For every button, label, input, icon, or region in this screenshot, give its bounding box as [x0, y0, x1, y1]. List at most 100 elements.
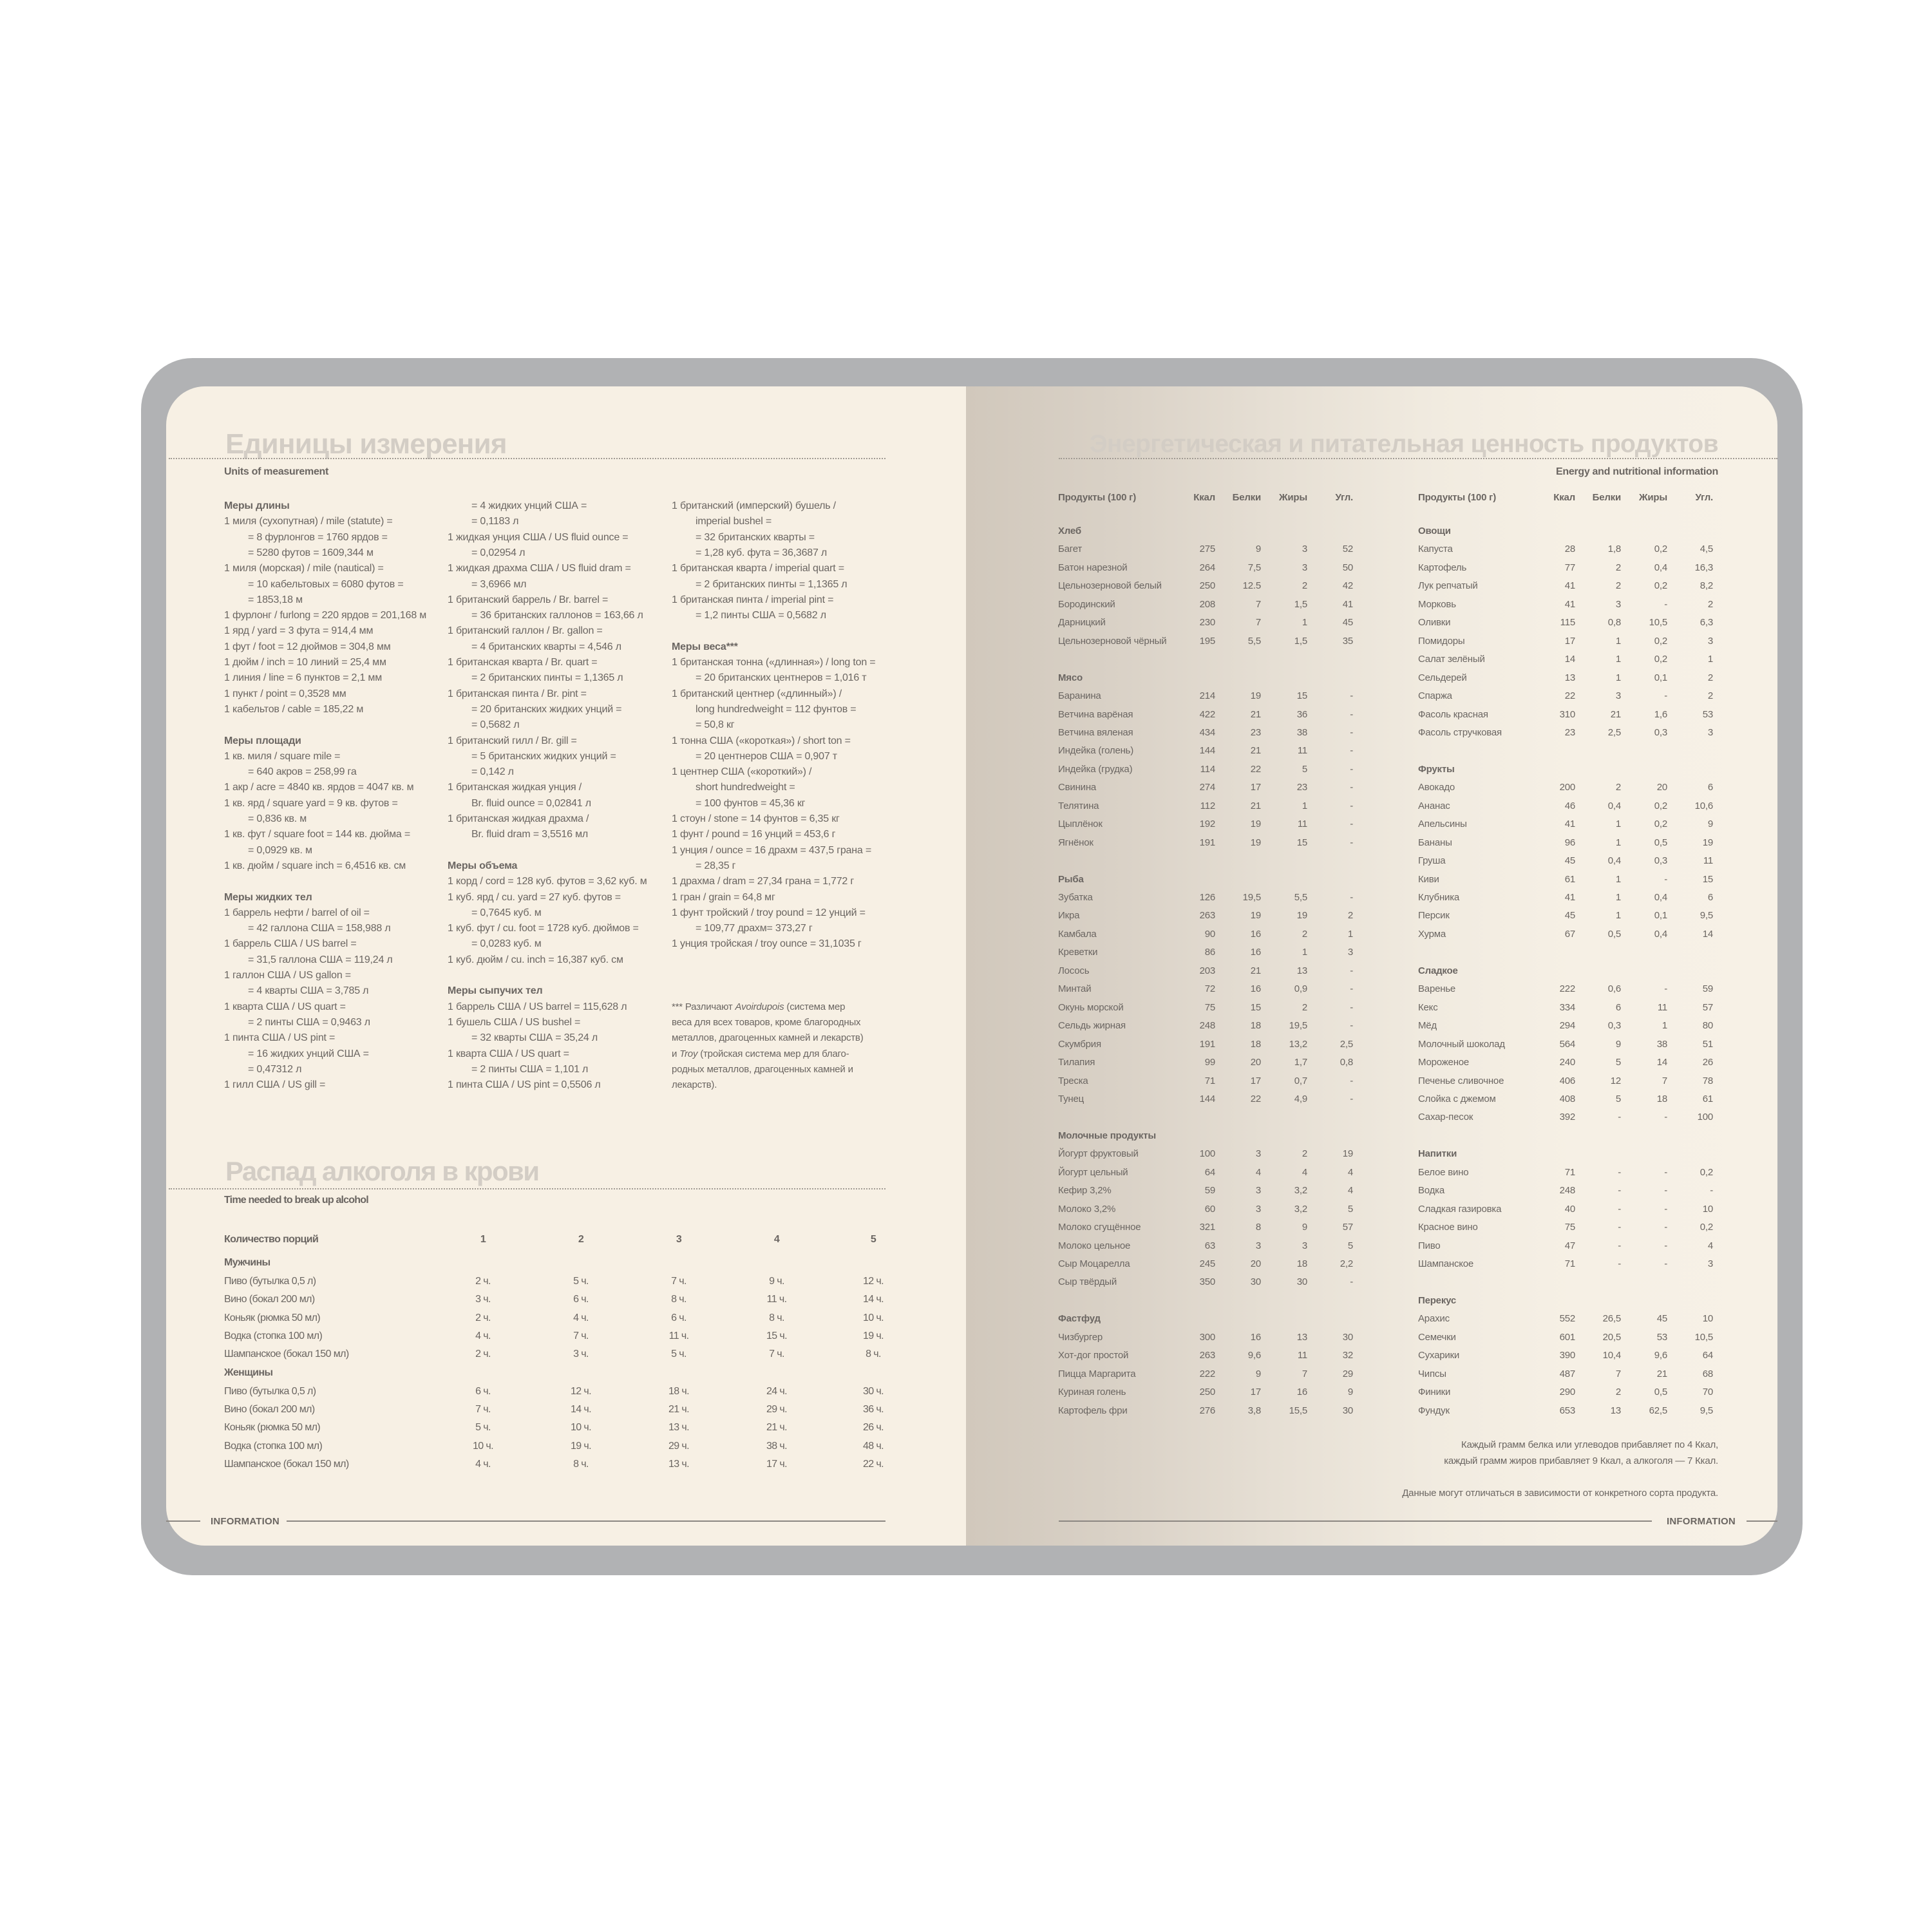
- conversion-line: 1 жидкая унция США / US fluid ounce =: [448, 531, 629, 543]
- conversion-line: 1 кварта США / US quart =: [448, 1048, 569, 1059]
- conversion-line: = 1853,18 м: [248, 594, 303, 605]
- alcohol-group-heading: Мужчины: [224, 1257, 270, 1268]
- nutrition-divider: [1059, 458, 1777, 459]
- food-value-carbs: 26: [1702, 1057, 1713, 1068]
- conversion-line: = 2 британских пинты = 1,1365 л: [696, 578, 848, 590]
- food-value-carbs: 2: [1707, 690, 1713, 702]
- food-value-fat: -: [1664, 1112, 1667, 1123]
- food-name: Молоко 3,2%: [1058, 1203, 1116, 1215]
- food-value-protein: 18: [1250, 1020, 1261, 1032]
- food-value-fat: 36: [1296, 708, 1307, 720]
- food-value-protein: 2: [1615, 580, 1621, 592]
- conversion-line: = 4 кварты США = 3,785 л: [248, 985, 369, 997]
- conversion-line: = 109,77 драхм= 373,27 г: [696, 923, 813, 934]
- food-value-fat: 11: [1297, 745, 1307, 757]
- food-value-fat: 0,4: [1654, 562, 1667, 573]
- food-value-fat: 0,2: [1654, 654, 1667, 665]
- food-value-fat: -: [1664, 983, 1667, 995]
- conversion-line: 1 жидкая драхма США / US fluid dram =: [448, 563, 631, 574]
- alcohol-drink-label: Пиво (бутылка 0,5 л): [224, 1275, 316, 1287]
- nutrition-subtitle: Energy and nutritional information: [1555, 466, 1718, 477]
- food-group-heading: Фрукты: [1418, 763, 1455, 775]
- food-name: Баранина: [1058, 690, 1101, 702]
- conversion-line: 1 унция тройская / troy ounce = 31,1035 …: [672, 938, 862, 950]
- conversion-line: 1 британская тонна («длинная») / long to…: [672, 657, 876, 668]
- food-value-kcal: 14: [1564, 654, 1575, 665]
- alcohol-hours-cell: 7 ч.: [671, 1275, 687, 1287]
- nutrition-title: Энергетическая и питательная ценность пр…: [1089, 430, 1719, 458]
- alcohol-hours-cell: 22 ч.: [862, 1459, 884, 1470]
- food-value-protein: 3: [1255, 1148, 1261, 1160]
- nutrition-note-1: Каждый грамм белка или углеводов прибавл…: [1461, 1439, 1718, 1450]
- food-name: Груша: [1418, 855, 1446, 867]
- conversion-line: 1 фут / foot = 12 дюймов = 304,8 мм: [224, 641, 391, 652]
- food-value-protein: 18: [1250, 1038, 1261, 1050]
- food-name: Молочный шоколад: [1418, 1038, 1505, 1050]
- food-value-protein: 4: [1255, 1166, 1261, 1178]
- alcohol-hours-cell: 8 ч.: [866, 1349, 881, 1360]
- food-value-fat: 0,4: [1654, 928, 1667, 940]
- conversion-line: 1 акр / acre = 4840 кв. ярдов = 4047 кв.…: [224, 782, 414, 793]
- food-value-protein: 16: [1250, 928, 1261, 940]
- food-value-kcal: 22: [1564, 690, 1575, 702]
- food-value-protein: 21: [1250, 965, 1261, 976]
- alcohol-hours-cell: 2 ч.: [475, 1349, 491, 1360]
- food-value-fat: 0,2: [1654, 544, 1667, 555]
- food-value-kcal: 45: [1564, 910, 1575, 922]
- food-name: Красное вино: [1418, 1222, 1478, 1233]
- food-value-fat: 18: [1656, 1093, 1667, 1104]
- food-value-kcal: 248: [1199, 1020, 1216, 1032]
- conversion-line: = 32 британских кварты =: [696, 531, 815, 543]
- food-value-kcal: 263: [1199, 1350, 1216, 1361]
- food-value-carbs: -: [1350, 983, 1353, 995]
- food-value-kcal: 195: [1199, 635, 1216, 647]
- food-value-kcal: 192: [1199, 819, 1216, 830]
- food-value-carbs: -: [1350, 763, 1353, 775]
- alcohol-hours-cell: 29 ч.: [766, 1404, 788, 1415]
- food-name: Куриная голень: [1058, 1387, 1126, 1398]
- food-name: Креветки: [1058, 947, 1098, 958]
- food-value-protein: 7: [1255, 617, 1261, 629]
- food-value-kcal: 28: [1564, 544, 1575, 555]
- conversion-line: = 1,28 куб. фута = 36,3687 л: [696, 547, 828, 558]
- food-value-protein: 19: [1250, 819, 1261, 830]
- food-name: Сладкая газировка: [1418, 1203, 1502, 1215]
- servings-column-header: 2: [578, 1234, 584, 1245]
- footnote-text: (система мер: [784, 1001, 846, 1012]
- food-value-protein: 1: [1615, 635, 1621, 647]
- food-value-kcal: 248: [1559, 1185, 1576, 1197]
- alcohol-hours-cell: 5 ч.: [475, 1422, 491, 1434]
- food-value-fat: 3: [1302, 1240, 1307, 1251]
- food-name: Мороженое: [1418, 1057, 1470, 1068]
- alcohol-hours-cell: 21 ч.: [668, 1404, 690, 1415]
- conversion-line: 1 корд / cord = 128 куб. футов = 3,62 ку…: [448, 876, 647, 887]
- conversion-line: = 1,2 пинты США = 0,5682 л: [696, 610, 826, 621]
- food-value-kcal: 230: [1199, 617, 1216, 629]
- footer-label-right: INFORMATION: [1667, 1516, 1736, 1527]
- alcohol-hours-cell: 3 ч.: [573, 1349, 589, 1360]
- alcohol-hours-cell: 10 ч.: [862, 1312, 884, 1323]
- food-value-carbs: -: [1350, 690, 1353, 702]
- food-value-kcal: 115: [1560, 617, 1576, 629]
- food-value-kcal: 86: [1204, 947, 1215, 958]
- food-value-protein: 21: [1250, 800, 1261, 811]
- conversion-line: 1 дюйм / inch = 10 линий = 25,4 мм: [224, 657, 386, 668]
- alcohol-hours-cell: 17 ч.: [766, 1459, 788, 1470]
- alcohol-drink-label: Коньяк (рюмка 50 мл): [224, 1312, 321, 1323]
- food-value-fat: 10,5: [1649, 617, 1668, 629]
- food-value-kcal: 290: [1559, 1387, 1576, 1398]
- food-value-protein: -: [1618, 1258, 1621, 1269]
- conversion-line: 1 пинта США / US pint = 0,5506 л: [448, 1079, 601, 1091]
- food-value-kcal: 422: [1199, 708, 1216, 720]
- alcohol-hours-cell: 7 ч.: [769, 1349, 784, 1360]
- food-value-kcal: 222: [1199, 1368, 1216, 1379]
- conversion-line: 1 гран / grain = 64,8 мг: [672, 891, 775, 903]
- food-value-kcal: 41: [1564, 598, 1575, 610]
- conversion-line: 1 кв. ярд / square yard = 9 кв. футов =: [224, 797, 398, 809]
- food-value-protein: 8: [1255, 1222, 1261, 1233]
- food-value-kcal: 334: [1559, 1001, 1576, 1013]
- conversion-line: 1 кварта США / US quart =: [224, 1001, 346, 1012]
- food-value-kcal: 17: [1564, 635, 1575, 647]
- alcohol-hours-cell: 9 ч.: [769, 1275, 784, 1287]
- conversion-line: 1 британский галлон / Br. gallon =: [448, 625, 603, 637]
